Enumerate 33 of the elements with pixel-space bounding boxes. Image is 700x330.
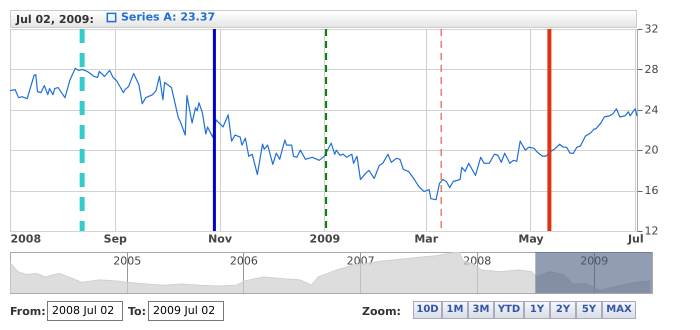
line-series (9, 68, 638, 200)
x-tick-label: Sep (104, 232, 128, 246)
zoom-button: 1M (442, 301, 468, 319)
x-tick-label: Mar (414, 232, 439, 246)
zoom-button: 2Y (550, 301, 576, 319)
y-tick-label: 28 (644, 62, 658, 76)
x-tick-label: 2007 (346, 254, 375, 268)
x-tick-label: 2008 (10, 232, 42, 246)
date-field: 2009 Jul 02 (148, 301, 224, 321)
zoom-button: MAX (602, 301, 636, 319)
text: Zoom: (362, 305, 401, 318)
text: To: (128, 305, 146, 318)
zoom-button: 10D (413, 301, 442, 319)
y-tick-label: 20 (644, 144, 658, 157)
x-tick-label: Nov (208, 232, 233, 246)
x-tick-label: 2005 (113, 254, 142, 268)
y-tick-label: 12 (644, 224, 658, 238)
zoom-button: 5Y (576, 301, 602, 319)
x-tick-label: Jul (626, 232, 644, 246)
x-tick-label: 2009 (310, 232, 340, 246)
text: From: (10, 305, 46, 318)
y-tick-label: 16 (644, 184, 658, 198)
date-field: 2008 Jul 02 (47, 301, 123, 321)
x-tick-label: 2006 (230, 254, 258, 268)
zoom-button: YTD (494, 301, 524, 319)
legend-label: Series A: 23.37 (121, 10, 216, 24)
y-tick-label: 32 (644, 22, 658, 36)
zoom-button: 1Y (524, 301, 550, 319)
x-tick-label: May (518, 232, 544, 246)
y-tick-label: 24 (644, 103, 658, 116)
x-tick-label: 2008 (463, 254, 492, 268)
zoom-button: 3M (468, 301, 494, 319)
x-tick-label: 2009 (580, 254, 608, 268)
